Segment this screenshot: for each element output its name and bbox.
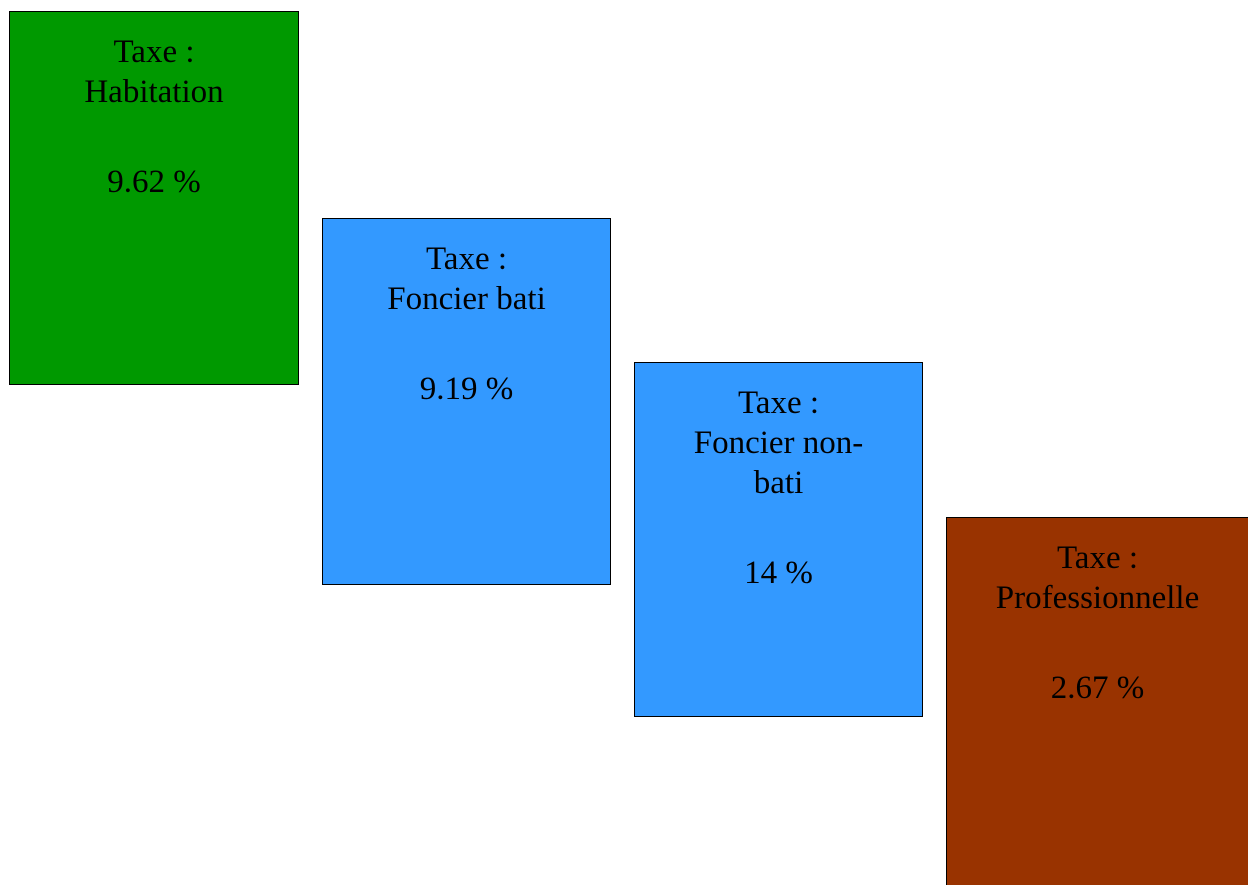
tax-box-title: Taxe : (1056, 540, 1139, 576)
tax-box-name: Habitation (84, 74, 224, 110)
tax-box-name: Foncier bati (387, 281, 546, 317)
tax-box-name: Foncier non- (693, 425, 864, 461)
tax-box-foncier-non-bati: Taxe : Foncier non- bati 14 % (634, 362, 923, 717)
tax-box-title: Taxe : (425, 241, 508, 277)
tax-box-title: Taxe : (113, 34, 195, 70)
tax-box-rate: 2.67 % (1050, 670, 1145, 706)
tax-box-rate: 14 % (744, 555, 813, 591)
tax-box-habitation: Taxe : Habitation 9.62 % (9, 11, 299, 385)
tax-box-foncier-bati: Taxe : Foncier bati 9.19 % (322, 218, 611, 585)
tax-box-rate: 9.19 % (419, 371, 514, 407)
tax-box-professionnelle: Taxe : Professionnelle 2.67 % (946, 517, 1248, 885)
tax-box-rate: 9.62 % (107, 164, 201, 200)
tax-box-title: Taxe : (737, 385, 820, 421)
tax-box-name: Professionnelle (995, 580, 1200, 616)
tax-box-name-continued: bati (753, 465, 804, 501)
